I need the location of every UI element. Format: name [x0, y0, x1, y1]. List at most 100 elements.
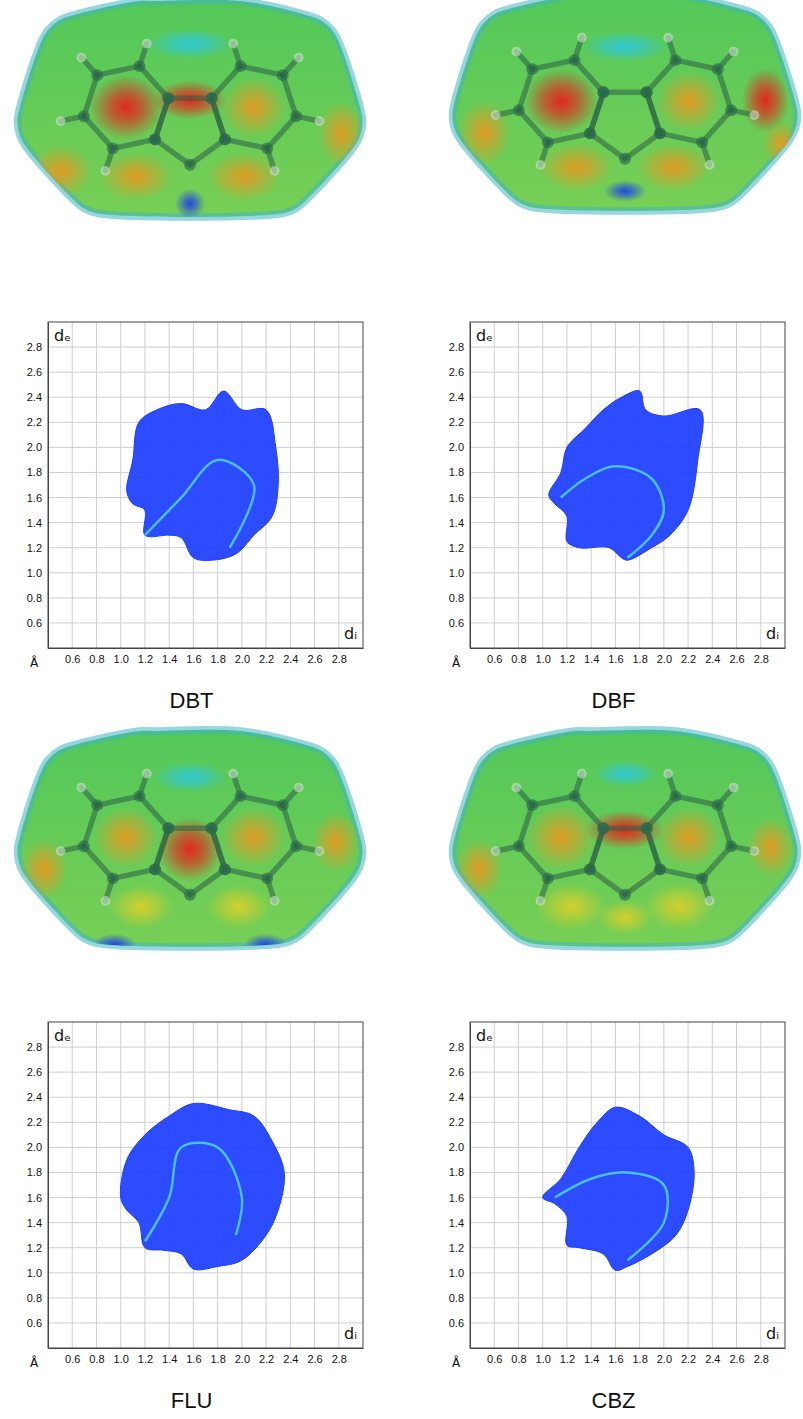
hydrogen — [577, 33, 587, 43]
surface-spot — [93, 934, 136, 956]
x-tick-label: 2.4 — [705, 653, 720, 665]
y-tick-label: 2.6 — [449, 366, 464, 378]
atom — [219, 133, 231, 145]
grid-line-x — [494, 1022, 495, 1348]
grid-line-y — [48, 622, 363, 623]
y-tick-label: 2.4 — [27, 1091, 42, 1103]
surface-spot — [89, 75, 162, 140]
x-tick-label: 1.6 — [608, 1353, 623, 1365]
atom — [277, 69, 289, 81]
marks — [127, 391, 279, 561]
surface-spot — [747, 817, 795, 877]
y-tick: 1.6 — [449, 1192, 470, 1204]
fingerprint-ridge — [145, 1143, 242, 1242]
x-tick-label: 0.8 — [89, 1353, 104, 1365]
marks — [543, 1107, 695, 1270]
y-tick-label: 2.4 — [449, 1091, 464, 1103]
x-tick: 1.4 — [162, 1348, 177, 1365]
y-tick-label: 2.2 — [27, 1116, 42, 1128]
bond — [519, 110, 548, 142]
grid-line-x — [72, 322, 73, 648]
atom — [654, 127, 666, 139]
grid-line-x — [736, 322, 737, 648]
x-tick-label: 2.6 — [307, 653, 322, 665]
y-tick-label: 2.0 — [449, 441, 464, 453]
bond — [647, 60, 676, 92]
bond — [519, 846, 548, 878]
surface-spot — [603, 180, 646, 202]
x-axis: 0.60.81.01.21.41.61.82.02.22.42.62.8 — [49, 1348, 364, 1365]
y-tick: 1.0 — [27, 1267, 48, 1279]
y-tick: 2.2 — [27, 1116, 48, 1128]
x-tick: 1.0 — [114, 648, 129, 665]
x-tick: 2.8 — [754, 1348, 769, 1365]
x-tick-label: 0.8 — [511, 653, 526, 665]
hydrogen — [577, 769, 587, 779]
y-axis-line — [48, 323, 49, 649]
hydrogen — [536, 160, 546, 170]
grid-line-x — [736, 1022, 737, 1348]
bond — [603, 90, 646, 95]
x-tick-label: 2.0 — [657, 653, 672, 665]
fingerprint-ridge — [145, 460, 255, 548]
atom — [277, 799, 289, 811]
atom — [149, 133, 161, 145]
grid-line-y — [470, 622, 785, 623]
y-tick-label: 2.8 — [27, 1041, 42, 1053]
x-tick-label: 1.2 — [138, 1353, 153, 1365]
grid-line-x — [542, 322, 543, 648]
grid-line-x — [96, 322, 97, 648]
grid-line-y — [470, 1322, 785, 1323]
bond — [139, 66, 168, 98]
bond — [590, 869, 625, 894]
fingerprint-panel: 0.60.81.01.21.41.61.82.02.22.42.62.80.60… — [27, 322, 364, 713]
atom — [641, 822, 653, 834]
plot-frame — [470, 1022, 785, 1348]
y-tick: 1.4 — [27, 517, 48, 529]
x-tick-label: 1.4 — [162, 653, 177, 665]
hydrogen — [228, 39, 238, 49]
hydrogen — [56, 846, 66, 856]
y-tick-label: 1.0 — [27, 567, 42, 579]
surface-spot — [762, 122, 801, 165]
x-tick: 0.6 — [487, 1348, 502, 1365]
surface-spot — [158, 817, 223, 882]
x-axis-line — [471, 1348, 786, 1349]
y-tick-label: 2.2 — [449, 416, 464, 428]
fingerprint-panel: 0.60.81.01.21.41.61.82.02.22.42.62.80.60… — [449, 322, 786, 713]
grid — [470, 1022, 785, 1348]
x-tick-label: 1.2 — [560, 1353, 575, 1365]
bond — [283, 75, 296, 116]
x-tick: 1.8 — [210, 648, 225, 665]
y-tick: 1.6 — [27, 1192, 48, 1204]
x-tick: 2.0 — [235, 1348, 250, 1365]
x-tick-label: 2.0 — [657, 1353, 672, 1365]
x-tick: 1.6 — [186, 648, 201, 665]
y-tick: 1.0 — [449, 567, 470, 579]
x-tick: 2.2 — [259, 648, 274, 665]
x-tick-label: 0.8 — [511, 1353, 526, 1365]
surface-spot — [597, 900, 653, 935]
y-tick-label: 0.8 — [449, 592, 464, 604]
atom — [569, 54, 581, 66]
y-tick-label: 1.6 — [27, 1192, 42, 1204]
bond — [212, 796, 241, 828]
grid-line-y — [470, 1297, 785, 1298]
x-tick-label: 0.6 — [487, 653, 502, 665]
y-tick-label: 2.4 — [449, 391, 464, 403]
x-tick-label: 1.2 — [138, 653, 153, 665]
figure: 0.6 0.8 1.0 1.2 1.4 1.6 1.8 2.0 2.2 2.4 2.6 2.8 0.6 0… — [0, 0, 803, 1419]
bond — [212, 98, 225, 139]
grid-line-x — [712, 1022, 713, 1348]
hydrogen — [511, 783, 521, 793]
x-tick-label: 2.0 — [235, 1353, 250, 1365]
x-axis: 0.60.81.01.21.41.61.82.02.22.42.62.8 — [471, 648, 786, 665]
x-tick: 2.6 — [729, 648, 744, 665]
surface-spot — [582, 31, 668, 61]
surface-body — [17, 0, 362, 217]
atom — [134, 60, 146, 72]
y-axis-title: dₑ — [54, 1026, 71, 1045]
x-tick-label: 1.8 — [210, 1353, 225, 1365]
grid-line-y — [48, 1097, 363, 1098]
grid-line-x — [314, 1022, 315, 1348]
